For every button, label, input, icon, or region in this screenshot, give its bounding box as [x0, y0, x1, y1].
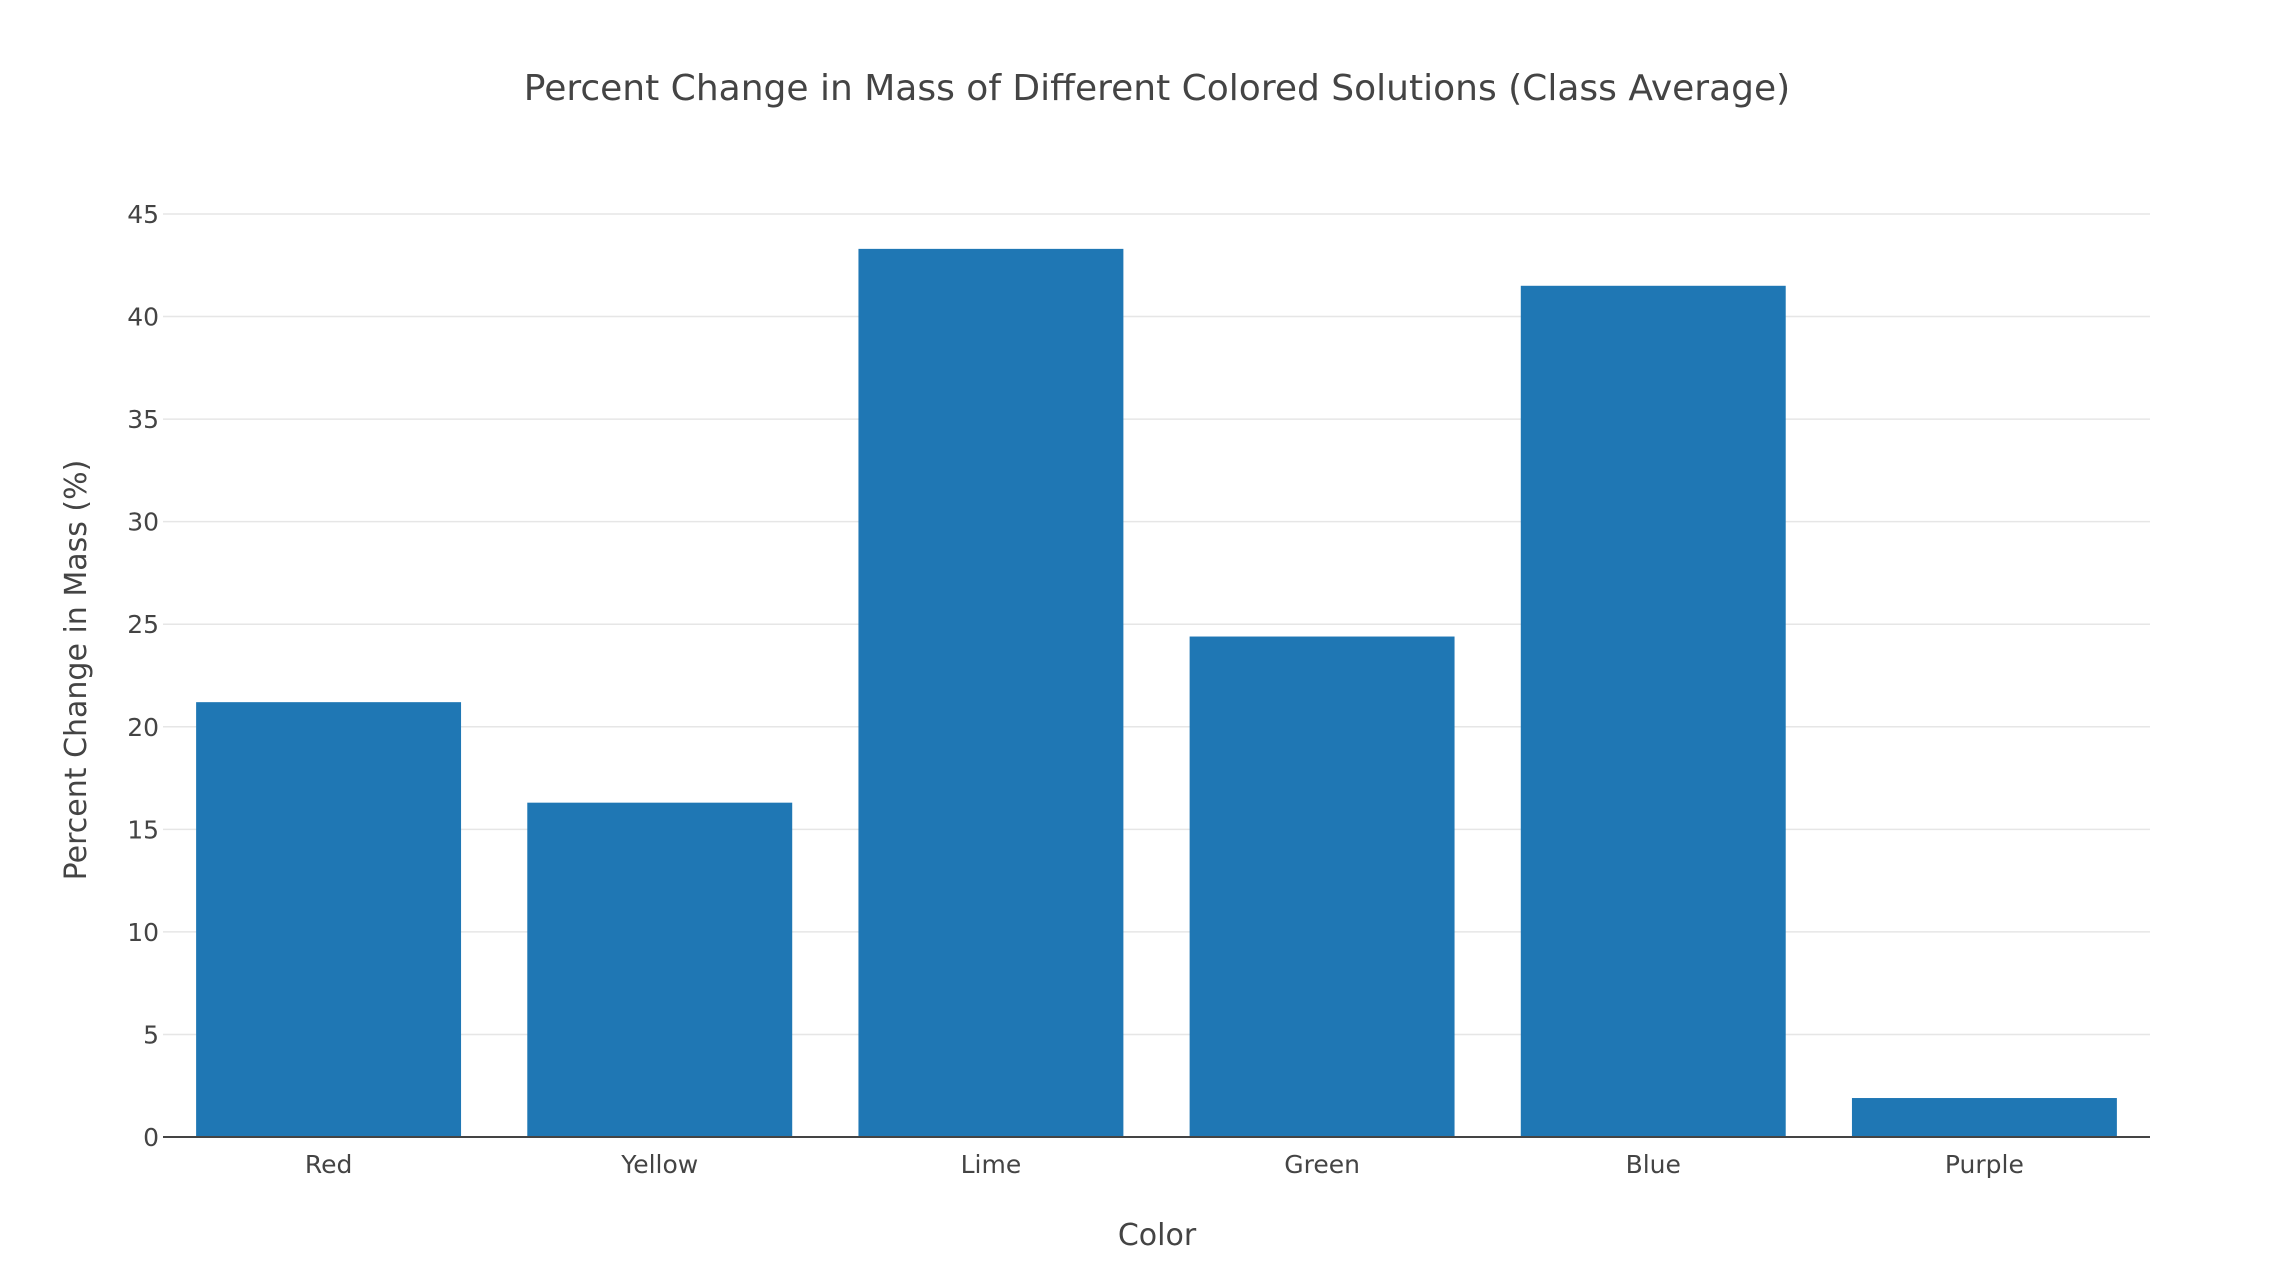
x-tick-label: Red	[305, 1150, 353, 1179]
y-tick-label: 35	[127, 405, 159, 434]
y-axis-ticks: 0 5 10 15 20 25 30 35 40 45	[127, 200, 159, 1152]
x-tick-label: Green	[1284, 1150, 1360, 1179]
y-tick-label: 40	[127, 303, 159, 332]
y-tick-label: 20	[127, 713, 159, 742]
bars	[196, 248, 2117, 1137]
bar-blue[interactable]	[1520, 285, 1786, 1137]
bar-red[interactable]	[196, 702, 462, 1137]
x-tick-label: Yellow	[620, 1150, 698, 1179]
y-axis-title: Percent Change in Mass (%)	[59, 460, 94, 881]
bar-yellow[interactable]	[527, 802, 793, 1137]
gridlines	[163, 213, 2150, 1036]
y-tick-label: 10	[127, 918, 159, 947]
y-tick-label: 25	[127, 610, 159, 639]
bar-purple[interactable]	[1851, 1098, 2117, 1137]
y-tick-label: 0	[143, 1123, 159, 1152]
y-tick-label: 15	[127, 815, 159, 844]
bar-green[interactable]	[1189, 636, 1455, 1137]
y-tick-label: 5	[143, 1020, 159, 1049]
x-tick-label: Lime	[961, 1150, 1022, 1179]
bar-lime[interactable]	[858, 248, 1124, 1137]
chart-title: Percent Change in Mass of Different Colo…	[524, 68, 1790, 109]
x-axis-ticks: Red Yellow Lime Green Blue Purple	[305, 1150, 2024, 1179]
y-tick-label: 30	[127, 508, 159, 537]
x-tick-label: Blue	[1626, 1150, 1681, 1179]
y-tick-label: 45	[127, 200, 159, 229]
x-axis-title: Color	[1118, 1218, 1197, 1253]
x-tick-label: Purple	[1945, 1150, 2024, 1179]
